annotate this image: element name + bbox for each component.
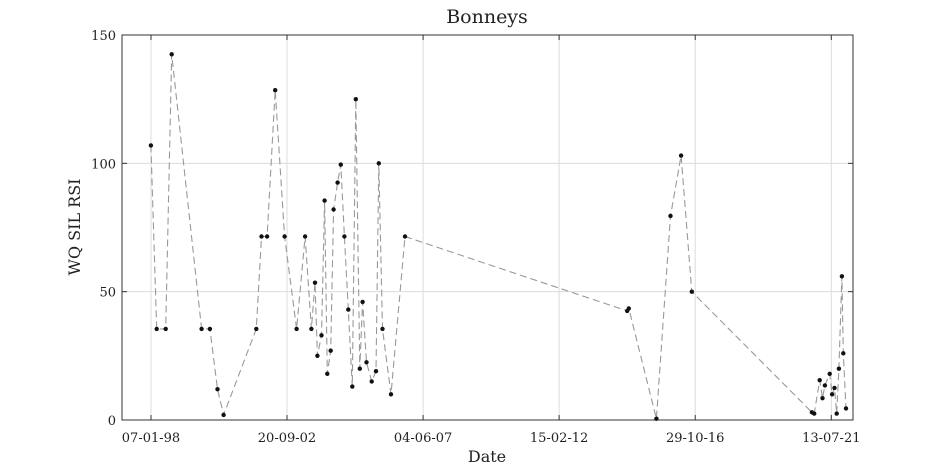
x-axis-label: Date xyxy=(468,447,506,466)
x-tick-label: 04-06-07 xyxy=(394,431,452,446)
data-point xyxy=(829,392,835,397)
data-point xyxy=(836,366,842,371)
data-point xyxy=(221,412,226,418)
x-tick-label: 07-01-98 xyxy=(122,431,180,446)
data-point xyxy=(312,280,318,285)
gridlines xyxy=(122,35,853,420)
data-point xyxy=(360,299,365,305)
data-point xyxy=(264,234,270,239)
data-point xyxy=(353,97,358,102)
x-tick-label: 29-10-16 xyxy=(666,431,724,446)
data-point xyxy=(678,153,684,158)
data-point xyxy=(654,416,659,421)
data-point xyxy=(350,384,355,389)
series-line xyxy=(150,54,847,419)
axis-ticks: 0 50 100 150 07-01-98 20-09-02 04-06-07 15-02-1… xyxy=(91,29,860,446)
plot-area-frame xyxy=(121,34,854,421)
data-point xyxy=(380,326,385,332)
data-point xyxy=(827,371,832,376)
y-tick-label: 150 xyxy=(91,29,116,44)
data-point xyxy=(376,161,381,166)
data-point xyxy=(817,378,822,383)
data-point xyxy=(839,274,845,279)
data-point xyxy=(843,406,849,411)
x-tick-label: 20-09-02 xyxy=(258,431,316,446)
data-point xyxy=(342,234,347,239)
data-point xyxy=(402,234,408,239)
data-point xyxy=(207,326,213,332)
data-point xyxy=(346,307,351,312)
data-point xyxy=(357,366,362,371)
data-point xyxy=(841,351,846,356)
data-point xyxy=(169,52,174,57)
data-point xyxy=(822,383,828,388)
data-point xyxy=(364,360,369,365)
data-point xyxy=(373,369,379,374)
data-point xyxy=(215,387,220,392)
data-point xyxy=(328,348,333,353)
data-point xyxy=(668,213,673,219)
series-layer xyxy=(148,52,849,421)
data-point xyxy=(369,379,374,384)
data-point xyxy=(689,289,694,294)
data-point xyxy=(820,396,825,401)
y-tick-label: 50 xyxy=(99,286,116,301)
data-point xyxy=(331,207,336,212)
data-point xyxy=(335,180,340,185)
data-point xyxy=(315,353,320,358)
data-point xyxy=(163,326,168,332)
data-point xyxy=(199,326,204,332)
y-tick-label: 0 xyxy=(108,414,116,429)
x-tick-label: 13-07-21 xyxy=(802,431,860,446)
data-point xyxy=(832,385,837,391)
y-axis-label: WQ SIL RSI xyxy=(65,179,84,276)
data-point xyxy=(309,326,314,332)
data-point xyxy=(273,88,278,93)
data-point xyxy=(812,411,817,416)
data-point xyxy=(148,143,154,148)
data-point xyxy=(294,326,299,332)
data-point xyxy=(322,198,327,203)
y-tick-label: 100 xyxy=(91,157,116,172)
data-point xyxy=(254,326,259,332)
data-point xyxy=(302,234,308,239)
data-point xyxy=(325,371,330,376)
data-point xyxy=(154,326,159,332)
data-point xyxy=(388,392,394,397)
data-point xyxy=(834,411,839,416)
data-point xyxy=(282,234,287,239)
chart-title: Bonneys xyxy=(446,6,528,28)
data-point xyxy=(338,162,343,167)
data-point xyxy=(259,234,264,239)
data-point xyxy=(626,306,631,311)
data-point xyxy=(319,333,324,338)
x-tick-label: 15-02-12 xyxy=(530,431,588,446)
